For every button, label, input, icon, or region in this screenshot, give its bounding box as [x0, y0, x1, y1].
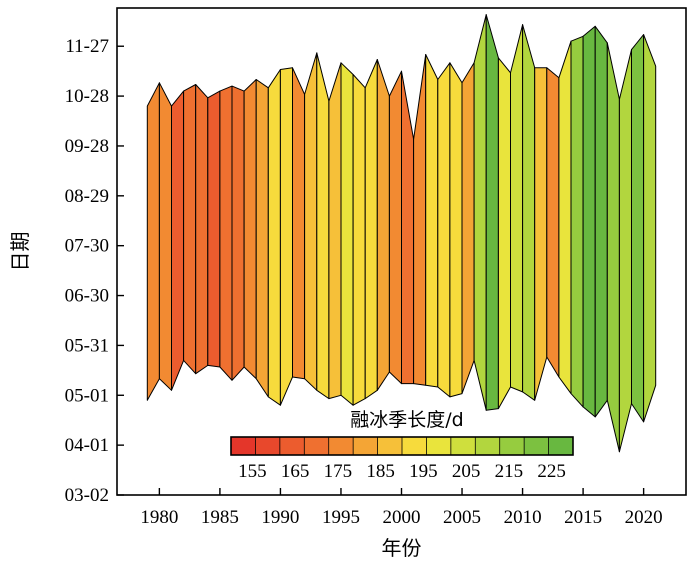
colorbar-cell [450, 437, 476, 455]
melt-band-2008 [497, 57, 511, 410]
y-axis-ticks: 03-02 04-01 05-01 05-31 06-30 07-30 08-29 09-28… [65, 36, 124, 506]
melt-band-1999 [388, 70, 402, 385]
melt-band-2004 [449, 62, 463, 398]
melt-band-1987 [243, 79, 257, 380]
y-tick-label: 07-30 [65, 236, 109, 257]
colorbar-tick-label: 155 [238, 461, 267, 482]
melt-band-2013 [558, 40, 572, 395]
colorbar-tick-label: 205 [452, 461, 481, 482]
melt-band-1990 [279, 67, 293, 406]
colorbar-title: 融冰季长度/d [350, 409, 463, 431]
colorbar-cell [231, 437, 256, 455]
melt-band-1982 [183, 84, 197, 375]
colorbar-tick-label: 225 [537, 461, 566, 482]
colorbar-cell [499, 437, 525, 455]
x-tick-label: 1985 [201, 507, 239, 528]
melt-band-2014 [570, 35, 584, 408]
y-tick-label: 04-01 [65, 435, 109, 456]
colorbar-cell [426, 437, 452, 455]
melt-band-2006 [473, 14, 487, 411]
melt-band-1979 [146, 82, 160, 401]
melt-season-bands [146, 14, 657, 453]
colorbar-cells [231, 437, 574, 455]
colorbar-cell [377, 437, 403, 455]
melt-band-2002 [425, 54, 439, 388]
x-tick-label: 2020 [625, 507, 663, 528]
x-axis-title: 年份 [382, 536, 422, 560]
melt-band-1995 [340, 62, 354, 406]
y-tick-label: 05-31 [65, 335, 109, 356]
melt-band-2007 [485, 14, 499, 411]
melt-band-2012 [546, 67, 560, 378]
melt-band-2017 [606, 42, 620, 453]
colorbar-tick-label: 185 [366, 461, 395, 482]
melt-band-2011 [534, 67, 548, 401]
colorbar-tick-label: 165 [281, 461, 310, 482]
colorbar-tick-label: 175 [324, 461, 353, 482]
colorbar-cell [524, 437, 549, 455]
melt-band-1985 [219, 85, 233, 381]
colorbar-cell [402, 437, 427, 455]
colorbar-cell [353, 437, 378, 455]
y-tick-label: 11-27 [65, 36, 109, 57]
melt-band-1997 [364, 59, 378, 400]
x-tick-label: 1995 [322, 507, 360, 528]
y-tick-label: 09-28 [65, 136, 109, 157]
x-axis-ticks: 1980 1985 1990 1995 2000 2005 2010 2015 2020 [140, 488, 663, 528]
y-axis-title: 日期 [8, 232, 32, 272]
colorbar: 融冰季长度/d 155 165 175 185 195 205 215 225 [230, 409, 574, 482]
melt-band-2015 [582, 25, 596, 418]
melt-band-1992 [304, 52, 318, 391]
colorbar-cell [279, 437, 305, 455]
melt-band-2001 [413, 54, 427, 386]
colorbar-frame [230, 436, 574, 456]
melt-band-2018 [618, 49, 632, 453]
y-tick-label: 10-28 [65, 86, 109, 107]
melt-band-1986 [231, 85, 245, 381]
x-tick-label: 2015 [564, 507, 602, 528]
colorbar-ticks: 155 165 175 185 195 205 215 225 [238, 461, 566, 482]
melt-band-2003 [437, 62, 451, 398]
melt-band-1989 [267, 69, 281, 406]
melt-band-1998 [376, 59, 390, 391]
melt-band-1988 [255, 79, 269, 398]
colorbar-tick-label: 215 [495, 461, 524, 482]
colorbar-cell [255, 437, 281, 455]
x-tick-label: 1990 [261, 507, 299, 528]
x-tick-label: 2000 [383, 507, 421, 528]
melt-band-1994 [328, 62, 342, 400]
melt-band-1996 [352, 74, 366, 406]
melt-band-2009 [510, 24, 524, 393]
melt-band-1980 [158, 82, 172, 391]
x-tick-label: 2005 [443, 507, 481, 528]
colorbar-tick-label: 195 [409, 461, 438, 482]
melt-band-2000 [401, 70, 415, 385]
melt-band-2020 [643, 34, 657, 423]
melt-band-2005 [461, 62, 475, 395]
y-tick-label: 05-01 [65, 385, 109, 406]
colorbar-cell [475, 437, 501, 455]
x-tick-label: 1980 [140, 507, 178, 528]
melt-band-1981 [171, 90, 185, 391]
melt-band-2010 [522, 24, 536, 401]
y-tick-label: 03-02 [65, 485, 109, 506]
y-tick-label: 08-29 [65, 186, 109, 207]
melt-band-1993 [316, 52, 330, 400]
melt-band-2019 [631, 34, 645, 423]
y-tick-label: 06-30 [65, 286, 109, 307]
melt-band-1983 [195, 84, 209, 375]
colorbar-cell [548, 437, 574, 455]
melt-band-2016 [594, 25, 608, 418]
colorbar-cell [328, 437, 354, 455]
colorbar-cell [304, 437, 330, 455]
melt-band-1991 [292, 67, 306, 380]
melt-band-1984 [207, 90, 221, 368]
x-tick-label: 2010 [504, 507, 542, 528]
